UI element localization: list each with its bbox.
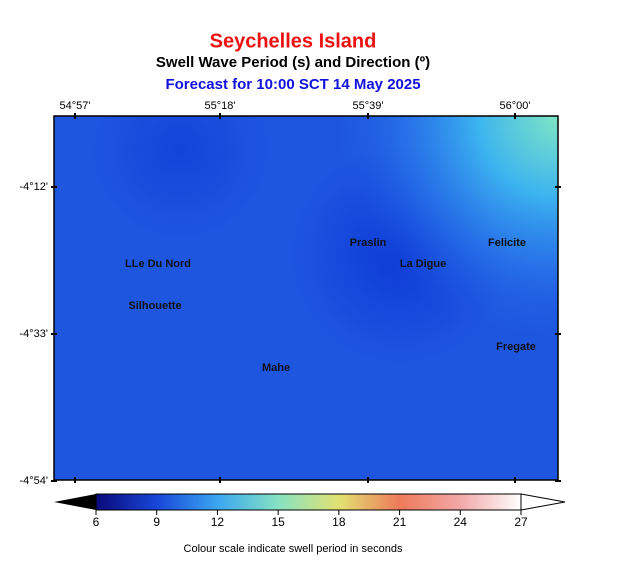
- place-label: Felicite: [488, 237, 526, 249]
- colorbar-tick-label: 9: [153, 515, 160, 529]
- place-label: LLe Du Nord: [125, 258, 191, 270]
- colorbar-under: [54, 494, 96, 510]
- colorbar-over: [520, 493, 566, 511]
- colorbar-frame: [95, 493, 522, 511]
- map-shade: [54, 116, 558, 480]
- place-label: Mahe: [262, 362, 290, 374]
- colorbar-tick-label: 27: [514, 515, 528, 529]
- colorbar: 6 9 12 15 18 21 24 27: [54, 493, 566, 529]
- subtitle: Swell Wave Period (s) and Direction (º): [156, 54, 430, 71]
- map-frame: [53, 115, 559, 481]
- colorbar-tick-label: 18: [332, 515, 346, 529]
- place-label: La Digue: [400, 258, 446, 270]
- colorbar-tick-label: 15: [271, 515, 285, 529]
- lat-tick-label: -4°12': [19, 181, 48, 193]
- place-label: Fregate: [496, 341, 536, 353]
- lat-tick-label: -4°54': [19, 475, 48, 487]
- colorbar-tick-label: 21: [393, 515, 407, 529]
- title: Seychelles Island: [210, 30, 377, 52]
- lon-tick-label: 55°18': [205, 100, 236, 112]
- lon-tick-label: 55°39': [353, 100, 384, 112]
- place-label: Praslin: [350, 237, 387, 249]
- forecast: Forecast for 10:00 SCT 14 May 2025: [165, 76, 420, 93]
- colorbar-caption: Colour scale indicate swell period in se…: [184, 543, 403, 555]
- place-label: Silhouette: [128, 300, 181, 312]
- colorbar-tick-label: 24: [454, 515, 468, 529]
- lon-tick-label: 54°57': [60, 100, 91, 112]
- colorbar-fill: [96, 494, 521, 510]
- map: [53, 115, 559, 481]
- colorbar-tick-label: 12: [211, 515, 225, 529]
- lat-tick-label: -4°33': [19, 328, 48, 340]
- colorbar-tick-label: 6: [93, 515, 100, 529]
- lon-tick-label: 56°00': [500, 100, 531, 112]
